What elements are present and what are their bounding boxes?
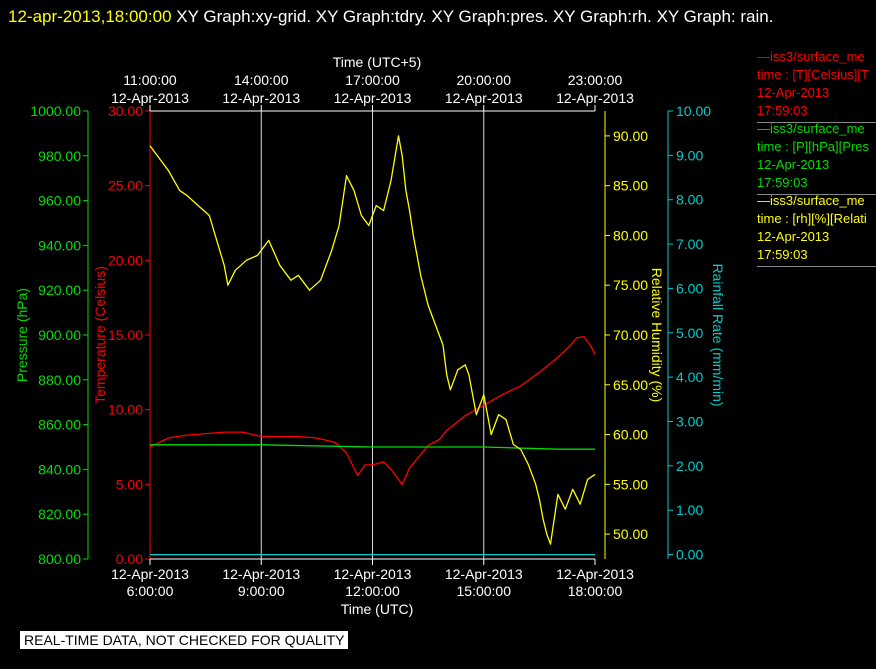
- legend-series-time: 17:59:03: [757, 247, 808, 262]
- series-line-temperature: [149, 335, 596, 485]
- pressure-tick-label: 840.00: [38, 461, 81, 477]
- top-tick-date: 12-Apr-2013: [445, 90, 523, 106]
- top-tick-time: 23:00:00: [568, 72, 623, 88]
- rain-tick-label: 2.00: [676, 458, 703, 474]
- rain-tick-label: 4.00: [676, 369, 703, 385]
- quality-notice: REAL-TIME DATA, NOT CHECKED FOR QUALITY: [20, 631, 349, 649]
- pressure-tick-label: 800.00: [38, 551, 81, 567]
- legend-series-date: 12-Apr-2013: [757, 229, 830, 244]
- top-tick-time: 20:00:00: [457, 72, 512, 88]
- humidity-tick-label: 65.00: [613, 377, 648, 393]
- rain-tick-label: 3.00: [676, 413, 703, 429]
- legend-series-field: time : [T][Celsius][T: [757, 67, 869, 82]
- bottom-axis-title: Time (UTC): [341, 601, 414, 617]
- humidity-tick-label: 50.00: [613, 526, 648, 542]
- temperature-tick-label: 20.00: [108, 252, 143, 268]
- legend-series-time: 17:59:03: [757, 103, 808, 118]
- pressure-tick-label: 1000.00: [30, 103, 81, 119]
- rain-tick-label: 7.00: [676, 236, 703, 252]
- humidity-tick-label: 55.00: [613, 476, 648, 492]
- top-tick-date: 12-Apr-2013: [556, 90, 634, 106]
- rain-tick-label: 0.00: [676, 547, 703, 563]
- bottom-tick-time: 9:00:00: [238, 583, 285, 599]
- top-tick-date: 12-Apr-2013: [222, 90, 300, 106]
- humidity-tick-label: 85.00: [613, 178, 648, 194]
- top-tick-time: 17:00:00: [345, 72, 400, 88]
- temperature-tick-label: 30.00: [108, 103, 143, 119]
- pressure-tick-label: 820.00: [38, 506, 81, 522]
- humidity-tick-label: 60.00: [613, 427, 648, 443]
- legend-series-name: —iss3/surface_me: [757, 49, 865, 64]
- pressure-tick-label: 880.00: [38, 372, 81, 388]
- rain-tick-label: 10.00: [676, 103, 711, 119]
- legend-series-time: 17:59:03: [757, 175, 808, 190]
- bottom-tick-time: 12:00:00: [345, 583, 400, 599]
- rain-tick-label: 5.00: [676, 325, 703, 341]
- top-tick-date: 12-Apr-2013: [334, 90, 412, 106]
- header-timestamp: 12-apr-2013,18:00:00: [8, 7, 172, 26]
- legend-entry-temperature[interactable]: —iss3/surface_me time : [T][Celsius][T 1…: [757, 48, 876, 123]
- rain-tick-label: 1.00: [676, 502, 703, 518]
- bottom-tick-date: 12-Apr-2013: [445, 566, 523, 582]
- humidity-tick-label: 75.00: [613, 277, 648, 293]
- temperature-tick-label: 0.00: [116, 551, 143, 567]
- legend-series-field: time : [rh][%][Relati: [757, 211, 867, 226]
- bottom-tick-date: 12-Apr-2013: [556, 566, 634, 582]
- temperature-tick-label: 5.00: [116, 476, 143, 492]
- bottom-tick-time: 15:00:00: [457, 583, 512, 599]
- rain-tick-label: 6.00: [676, 280, 703, 296]
- header-graph-list: XY Graph:xy-grid. XY Graph:tdry. XY Grap…: [176, 7, 774, 26]
- top-axis-title: Time (UTC+5): [333, 54, 422, 70]
- bottom-tick-date: 12-Apr-2013: [111, 566, 189, 582]
- legend-entry-humidity[interactable]: —iss3/surface_me time : [rh][%][Relati 1…: [757, 192, 876, 267]
- pressure-tick-label: 900.00: [38, 327, 81, 343]
- legend-series-date: 12-Apr-2013: [757, 85, 830, 100]
- humidity-axis-title: Relative Humidity (%): [649, 268, 665, 403]
- pressure-tick-label: 960.00: [38, 193, 81, 209]
- top-tick-time: 14:00:00: [234, 72, 289, 88]
- legend-series-date: 12-Apr-2013: [757, 157, 830, 172]
- bottom-tick-time: 18:00:00: [568, 583, 623, 599]
- temperature-axis-title: Temperature (Celsius): [92, 266, 108, 404]
- humidity-tick-label: 90.00: [613, 128, 648, 144]
- temperature-tick-label: 10.00: [108, 402, 143, 418]
- graph-header: 12-apr-2013,18:00:00 XY Graph:xy-grid. X…: [8, 4, 858, 30]
- rain-tick-label: 9.00: [676, 147, 703, 163]
- legend-divider: [757, 122, 876, 123]
- legend-entry-pressure[interactable]: —iss3/surface_me time : [P][hPa][Pres 12…: [757, 120, 876, 195]
- humidity-tick-label: 70.00: [613, 327, 648, 343]
- temperature-tick-label: 15.00: [108, 327, 143, 343]
- pressure-tick-label: 940.00: [38, 237, 81, 253]
- legend-series-name: —iss3/surface_me: [757, 193, 865, 208]
- legend-series-field: time : [P][hPa][Pres: [757, 139, 869, 154]
- pressure-tick-label: 920.00: [38, 282, 81, 298]
- pressure-tick-label: 860.00: [38, 417, 81, 433]
- humidity-tick-label: 80.00: [613, 227, 648, 243]
- bottom-tick-time: 6:00:00: [127, 583, 174, 599]
- pressure-axis-title: Pressure (hPa): [14, 288, 30, 382]
- pressure-tick-label: 980.00: [38, 148, 81, 164]
- bottom-tick-date: 12-Apr-2013: [222, 566, 300, 582]
- legend-divider: [757, 266, 876, 267]
- top-tick-time: 11:00:00: [123, 72, 177, 88]
- bottom-tick-date: 12-Apr-2013: [334, 566, 412, 582]
- legend-divider: [757, 194, 876, 195]
- series-line-pressure: [150, 444, 595, 450]
- top-tick-date: 12-Apr-2013: [111, 90, 189, 106]
- rain-axis-title: Rainfall Rate (mm/min): [710, 263, 726, 406]
- temperature-tick-label: 25.00: [108, 178, 143, 194]
- legend-series-name: —iss3/surface_me: [757, 121, 865, 136]
- series-line-humidity: [149, 135, 596, 545]
- rain-tick-label: 8.00: [676, 192, 703, 208]
